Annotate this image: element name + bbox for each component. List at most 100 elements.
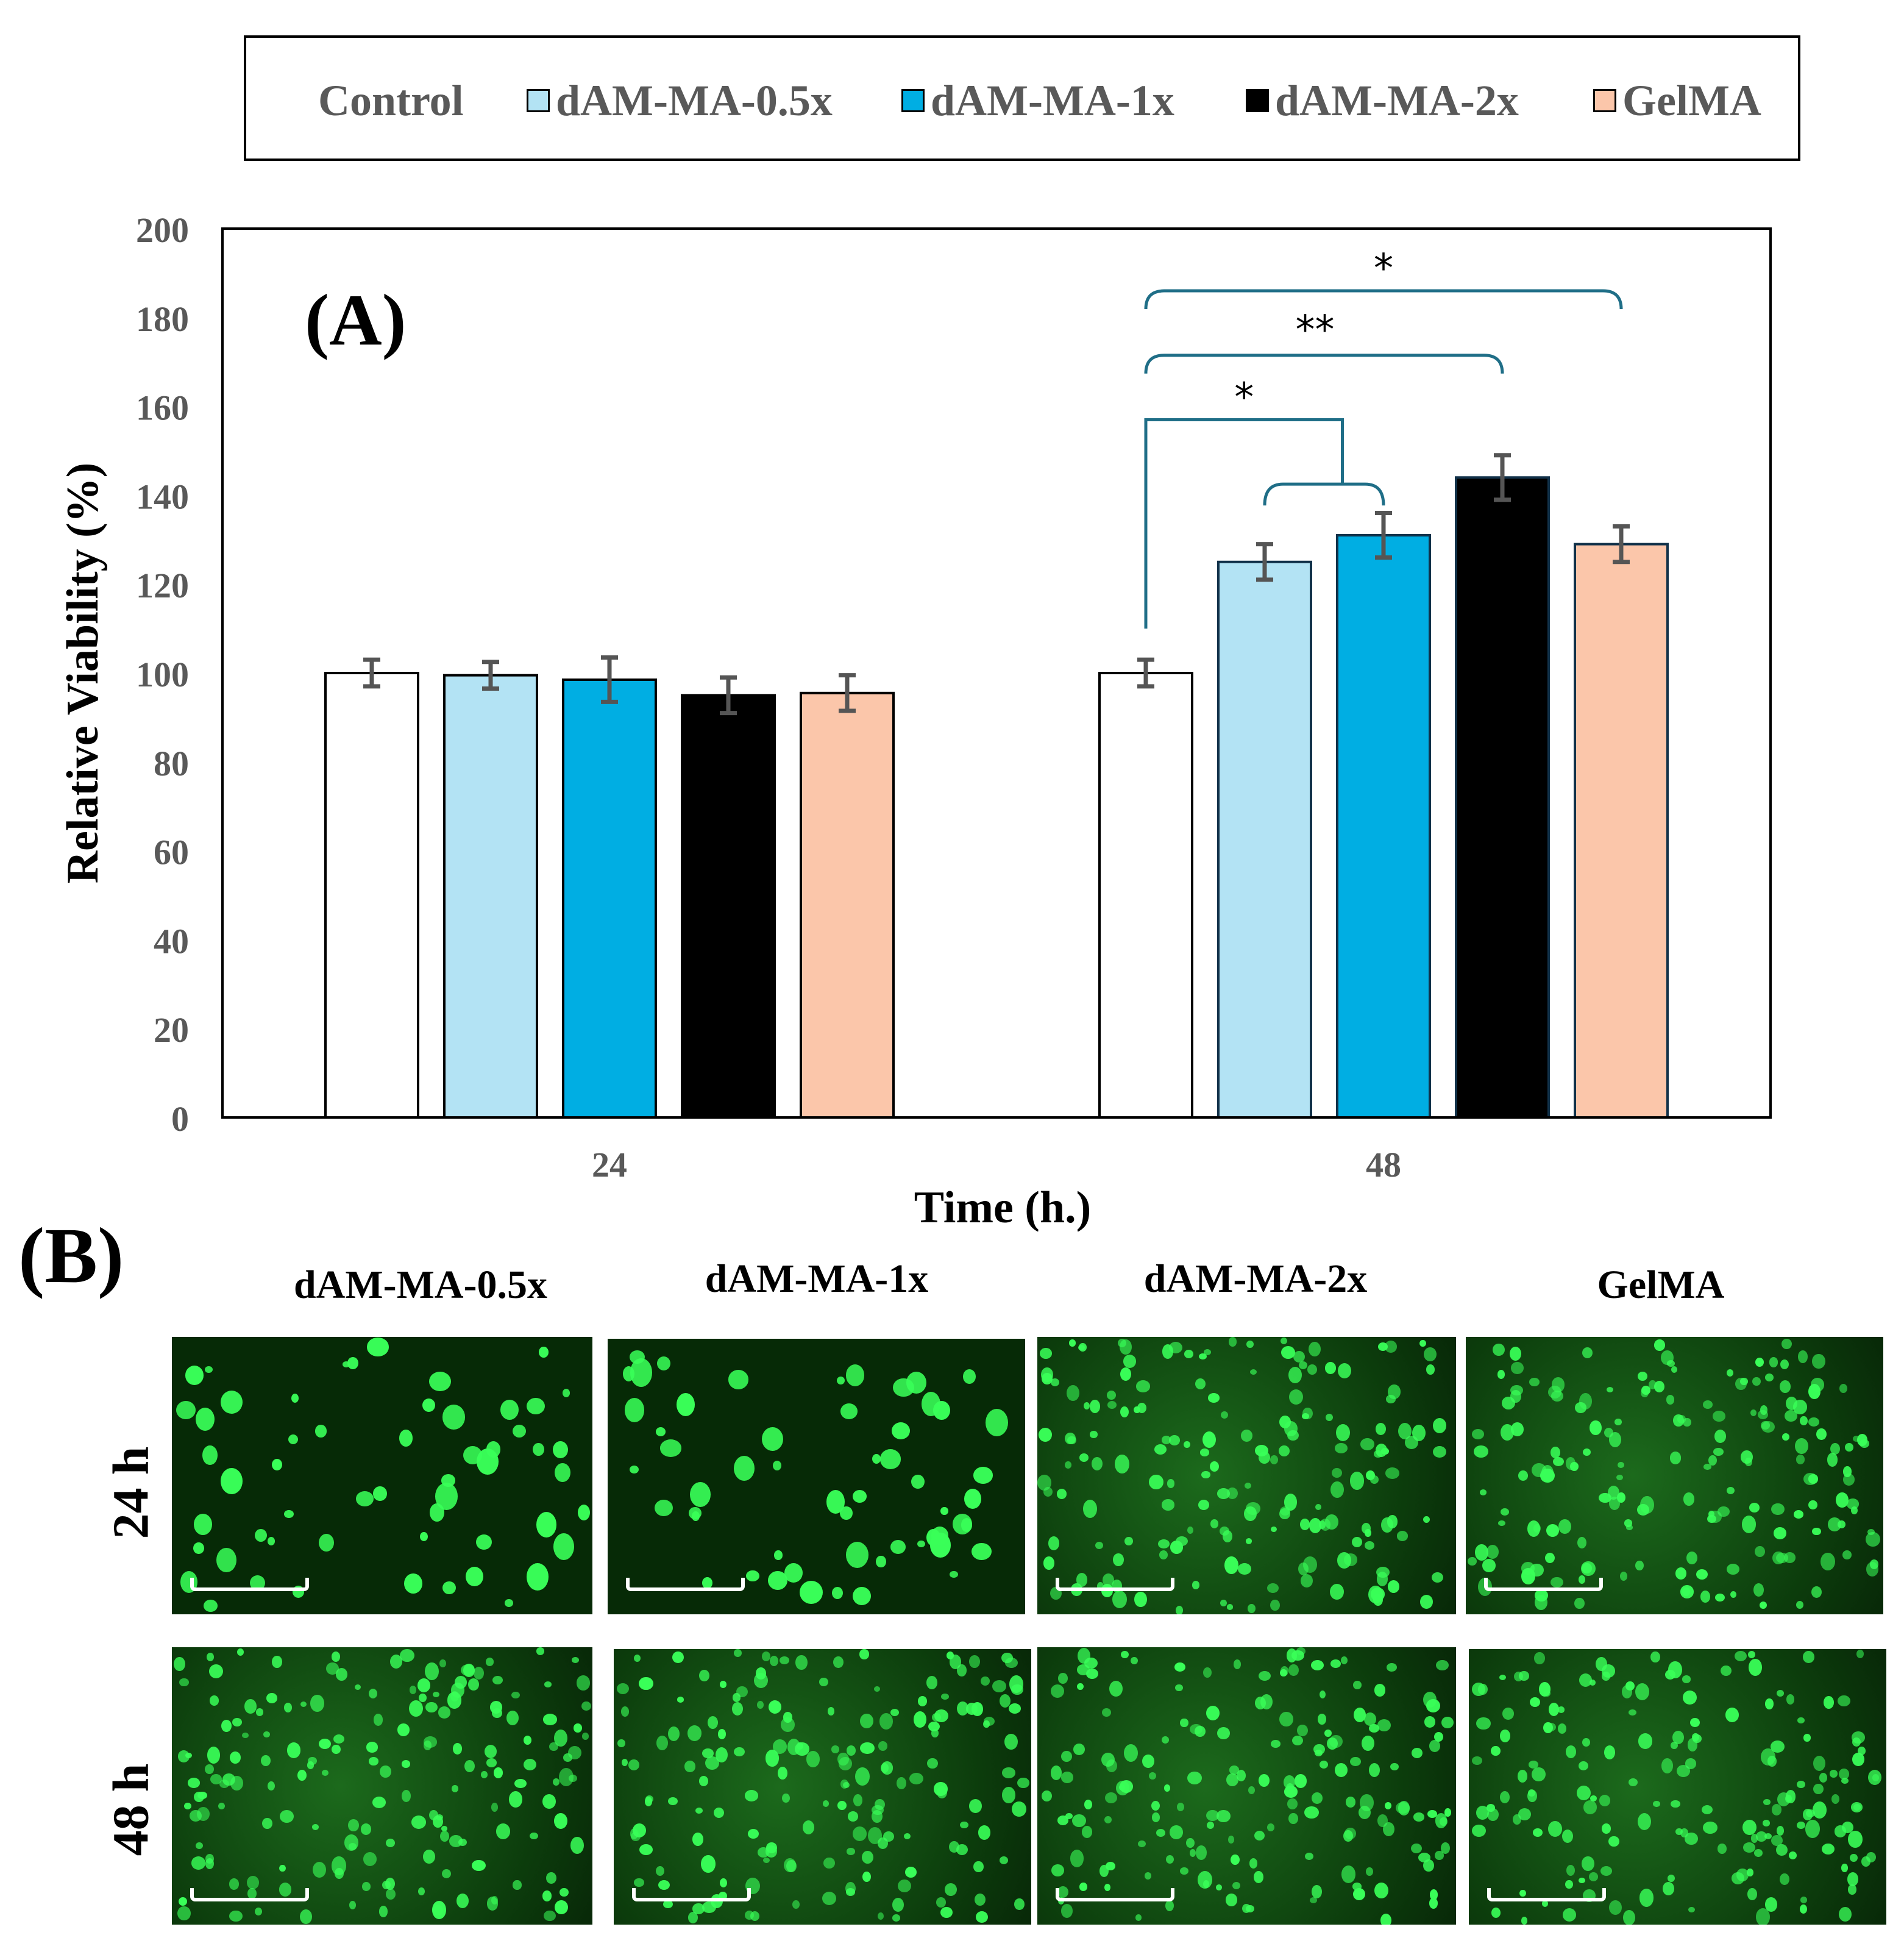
cell-dot [1547, 1385, 1561, 1399]
cell-dot [1640, 1495, 1654, 1514]
legend-swatch-gelma [1593, 89, 1616, 112]
cell-dot [629, 1465, 639, 1474]
cell-dot [1369, 1723, 1380, 1733]
cell-dot [1385, 1341, 1398, 1353]
column-label-dam-ma-0-5x: dAM-MA-0.5x [293, 1263, 548, 1307]
cell-dot [1849, 1853, 1858, 1862]
cell-dot [1230, 1854, 1240, 1865]
cell-dot [1754, 1849, 1763, 1857]
cell-dot [702, 1748, 714, 1758]
cell-dot [1336, 1423, 1350, 1441]
cell-dot [1065, 1432, 1076, 1445]
cell-dot [701, 1855, 716, 1873]
cell-dot [1354, 1708, 1366, 1723]
cell-dot [1836, 1492, 1849, 1508]
cell-dot [672, 1651, 684, 1664]
cell-dot [1149, 1772, 1156, 1780]
cell-dot [1079, 1883, 1087, 1891]
cell-dot [1839, 1383, 1847, 1393]
cell-dot [442, 1581, 456, 1594]
cell-dot [1057, 1815, 1068, 1825]
cell-dot [940, 1506, 948, 1516]
bar-dam-ma-2x-24h [681, 694, 776, 1119]
cell-dot [928, 1722, 940, 1732]
cell-dot [1812, 1801, 1827, 1819]
cell-dot [1675, 1567, 1687, 1580]
cell-dot [667, 1726, 680, 1741]
x-tick-label-48: 48 [1366, 1145, 1401, 1185]
cell-dot [1770, 1741, 1785, 1753]
cell-dot [552, 1778, 560, 1786]
cell-dot [283, 1702, 293, 1712]
cell-dot [1175, 1605, 1184, 1614]
cell-dot [1383, 1822, 1394, 1837]
cell-dot [1186, 1838, 1195, 1848]
cell-dot [1663, 1882, 1674, 1895]
cell-dot [1296, 1647, 1305, 1656]
cell-dot [876, 1555, 886, 1568]
cell-dot [1387, 1662, 1398, 1672]
cell-dot [1546, 1523, 1560, 1537]
cell-dot [255, 1907, 263, 1915]
cell-dot [1476, 1805, 1490, 1820]
error-bar-control-48h [1137, 657, 1154, 689]
cell-dot [559, 1887, 569, 1897]
cell-dot [1207, 1821, 1215, 1829]
cell-dot [1838, 1769, 1850, 1780]
cell-dot [572, 1656, 579, 1663]
cell-dot [1060, 1904, 1073, 1919]
cell-dot [1219, 1526, 1229, 1536]
cell-dot [1350, 1756, 1361, 1766]
cell-dot [173, 1656, 185, 1672]
cell-dot [1295, 1774, 1307, 1788]
cell-dot [247, 1888, 257, 1900]
cell-dot [423, 1850, 435, 1864]
cell-dot [542, 1890, 552, 1901]
cell-dot [847, 1848, 856, 1855]
cell-dot [1607, 1485, 1619, 1500]
cell-dot [960, 1821, 968, 1829]
cell-dot [484, 1744, 497, 1759]
cell-dot [451, 1682, 464, 1698]
cell-dot [702, 1577, 712, 1589]
cell-dot [957, 1701, 969, 1716]
cell-dot [1202, 1431, 1217, 1448]
significance-bracket-2 [1144, 354, 1504, 374]
cell-dot [1352, 1888, 1365, 1901]
scale-bar [1484, 1578, 1603, 1591]
cell-dot [1440, 1817, 1448, 1826]
cell-dot [1095, 1541, 1104, 1550]
cell-dot [500, 1399, 519, 1420]
y-tick-label-40: 40 [154, 921, 189, 961]
cell-dot [1578, 1761, 1588, 1770]
cell-dot [1747, 1650, 1755, 1658]
cell-dot [1579, 1673, 1593, 1687]
cell-dot [1765, 1374, 1774, 1381]
cell-dot [318, 1533, 335, 1552]
cell-dot [1005, 1657, 1018, 1668]
cell-dot [1762, 1820, 1770, 1826]
cell-dot [1361, 1735, 1374, 1751]
y-tick-label-120: 120 [136, 566, 189, 605]
cell-dot [860, 1742, 875, 1755]
cell-dot [1423, 1859, 1434, 1872]
cell-dot [1065, 1812, 1073, 1819]
cell-dot [1696, 1569, 1708, 1580]
cell-dot [840, 1403, 858, 1419]
cell-dot [753, 1672, 769, 1689]
y-tick-label-160: 160 [136, 388, 189, 428]
cell-dot [439, 1659, 446, 1668]
cell-dot [780, 1656, 790, 1664]
cell-dot [800, 1580, 823, 1604]
cell-dot [1771, 1835, 1783, 1847]
cell-dot [769, 1655, 778, 1667]
cell-dot [656, 1427, 666, 1436]
y-tick-label-80: 80 [154, 744, 189, 783]
cell-dot [974, 1893, 986, 1906]
cell-dot [840, 1779, 849, 1789]
significance-label-2: ** [1296, 308, 1335, 353]
cell-dot [1002, 1787, 1015, 1803]
cell-dot [1589, 1420, 1602, 1436]
cell-dot [1106, 1390, 1116, 1400]
cell-dot [1760, 1602, 1767, 1609]
